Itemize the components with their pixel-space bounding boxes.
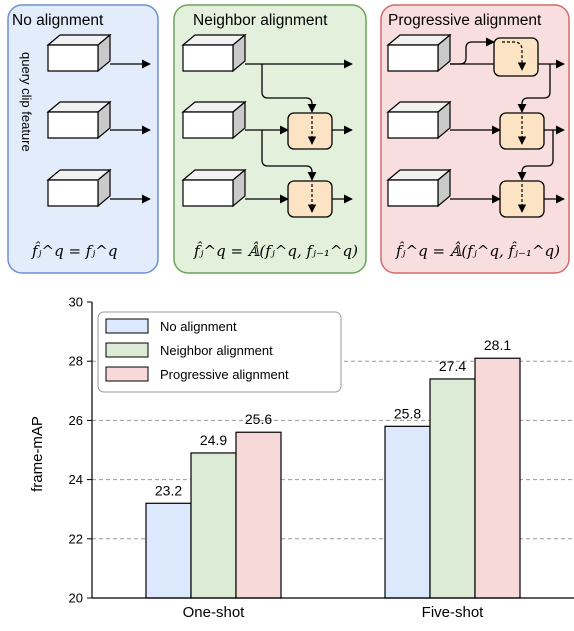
y-tick-label: 28 [69,354,83,369]
panel-neighbor-alignment-formula: f̂ⱼ^q = 𝔸̂(fⱼ^q, fⱼ₋₁^q) [193,241,358,260]
feature-cube [386,100,452,140]
feature-cube [386,33,452,73]
y-tick-label: 30 [69,295,83,310]
panel-progressive-alignment-title: Progressive alignment [388,12,542,29]
alignment-module [493,37,539,77]
panel-no-alignment: No alignment query clip feature f̂ⱼ^q = … [7,4,159,274]
chart-category-labels: One-shot Five-shot [183,604,485,621]
query-clip-feature-label: query clip feature [19,52,34,152]
x-category-label: Five-shot [422,604,485,621]
neighbor-link-arrow [261,64,317,113]
progressive-link-arrow [517,64,551,113]
chart-axes [91,302,574,599]
legend-label: No alignment [160,319,237,334]
feature-cube [386,168,452,208]
y-tick-label: 22 [69,531,83,546]
bar-data-label: 28.1 [484,337,511,353]
y-axis-label: frame-mAP [29,416,46,492]
feature-cube [46,100,112,140]
feature-cube [46,33,112,73]
bar-data-label: 23.2 [155,482,182,498]
panel-no-alignment-bg [7,4,159,274]
bar-data-label: 24.9 [200,432,227,448]
chart-data-labels: 23.2 25.8 24.9 27.4 25.6 28.1 [155,337,511,498]
alignment-module [287,180,333,218]
bar [474,357,521,599]
bar [145,502,192,599]
y-tick-label: 20 [69,591,83,606]
bar [190,452,237,599]
legend-swatch [105,318,149,334]
panel-progressive-alignment: Progressive alignment [380,4,570,274]
bar-data-label: 25.6 [245,411,272,427]
y-tick-label: 24 [69,472,83,487]
feature-cube [181,33,247,73]
legend-swatch [105,366,149,382]
legend-label: Progressive alignment [160,367,289,382]
bar-chart: 20 22 24 26 28 30 23.2 25.8 24.9 27.4 25.6 28.1 On… [29,295,574,621]
bar-data-label: 27.4 [439,358,466,374]
feature-cube [46,168,112,208]
x-category-label: One-shot [183,604,246,621]
bar-data-label: 25.8 [394,405,421,421]
panel-no-alignment-title: No alignment [12,12,104,29]
bar [235,431,282,599]
y-tick-label: 26 [69,413,83,428]
legend-swatch [105,342,149,358]
alignment-dashed-arrow [502,41,527,71]
panel-no-alignment-formula: f̂ⱼ^q = fⱼ^q [31,242,117,260]
progressive-link-arrow [517,130,554,181]
alignment-module [287,112,333,150]
legend-box [97,311,342,393]
chart-bars [145,357,521,599]
panel-progressive-alignment-formula: f̂ⱼ^q = 𝔸̂(fⱼ^q, f̂ⱼ₋₁^q) [395,241,560,260]
legend-label: Neighbor alignment [160,343,273,358]
chart-ticks: 20 22 24 26 28 30 [69,295,92,606]
bar [429,378,476,599]
panel-neighbor-alignment: Neighbor alignment [173,4,367,274]
feature-cube [181,168,247,208]
bar [384,425,431,599]
feature-cube [181,100,247,140]
panel-neighbor-alignment-title: Neighbor alignment [193,12,328,29]
chart-legend: No alignment Neighbor alignment Progressiv… [97,311,342,393]
neighbor-link-arrow [261,130,317,181]
